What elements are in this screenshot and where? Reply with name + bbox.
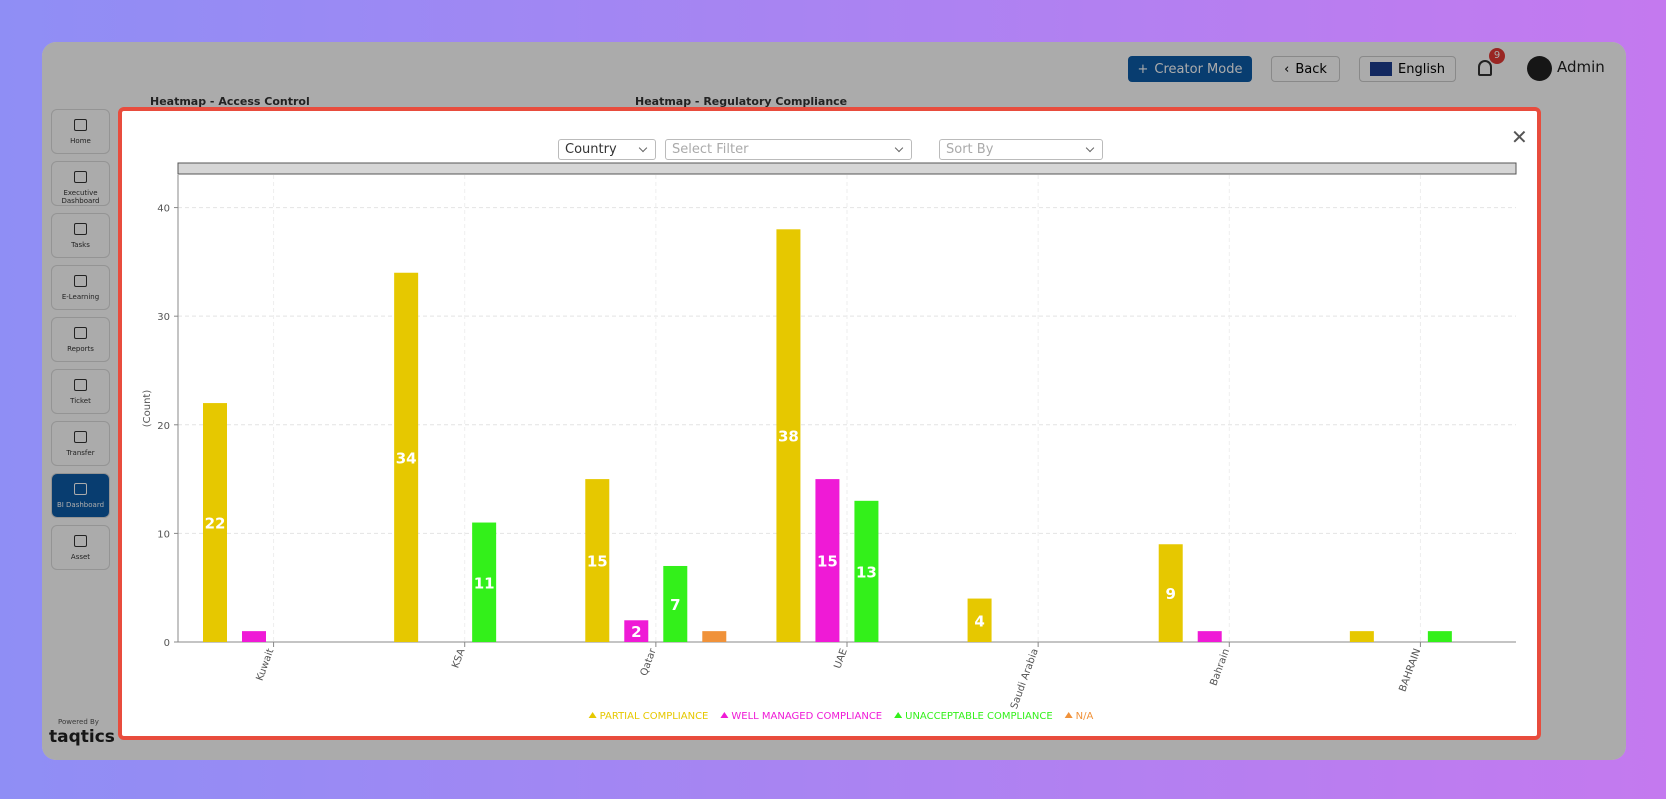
data-label: 11 [474,574,495,592]
data-label: 13 [856,563,877,581]
icon [74,431,87,443]
icon [74,223,87,235]
sidebar-label: Transfer [66,449,95,457]
y-tick-label: 20 [157,421,170,432]
sidebar-item[interactable]: Tasks [51,213,110,258]
powered-by: Powered By [58,718,99,726]
y-tick-label: 0 [164,638,170,649]
y-tick-label: 40 [157,204,170,215]
data-label: 22 [205,515,226,533]
sidebar-item[interactable]: Asset [51,525,110,570]
button-label: Creator Mode [1154,61,1243,77]
bar [472,522,497,642]
flag-icon [1370,62,1393,76]
bell-icon[interactable] [1478,60,1492,76]
data-label: 7 [670,596,680,614]
sidebar-label: BI Dashboard [56,501,105,509]
bar [1427,631,1452,642]
sidebar-item[interactable]: BI Dashboard [51,473,110,518]
bar [854,500,879,642]
legend-marker [720,712,729,718]
bar [702,631,727,642]
data-label: 15 [587,553,608,571]
dropdown[interactable]: Select Filter [665,139,912,160]
bar [585,479,610,642]
bar [624,620,649,642]
icon [74,327,87,339]
button-label: Back [1295,61,1327,77]
data-label: 9 [1165,585,1175,603]
icon [74,275,87,287]
sidebar-label: Home [70,137,91,145]
bar [242,631,266,642]
dropdown[interactable]: Sort By [939,139,1103,160]
sidebar-item[interactable]: E-Learning [51,265,110,310]
sidebar-label: Asset [70,553,91,561]
y-axis-label: (Count) [142,390,153,428]
data-label: 2 [631,623,641,641]
data-label: 38 [778,428,799,446]
y-tick-label: 10 [157,529,170,540]
icon [74,483,87,495]
sidebar-label: Executive Dashboard [61,189,100,205]
sidebar-item[interactable]: Reports [51,317,110,362]
sidebar-label: Reports [67,345,94,353]
bar [967,598,992,642]
x-tick-label: UAE [832,647,849,670]
sidebar-item[interactable]: Home [51,109,110,154]
icon [74,379,87,391]
notification-badge: 9 [1489,48,1505,64]
legend: PARTIAL COMPLIANCE WELL MANAGED COMPLIANC… [588,711,1094,722]
language-label: English [1398,61,1445,77]
avatar[interactable] [1527,56,1552,81]
bar [1197,631,1222,642]
bar [815,479,840,642]
x-tick-label: KSA [450,647,467,670]
icon [74,535,87,547]
x-tick-label: BAHRAIN [1398,647,1424,693]
creator-mode-button[interactable]: + Creator Mode [1128,56,1252,82]
close-button[interactable]: ✕ [1511,125,1528,149]
legend-label: WELL MANAGED COMPLIANCE [731,711,882,722]
bar [776,229,801,643]
x-tick-label: Saudi Arabia [1009,647,1041,710]
legend-marker [588,712,597,718]
sidebar-label: Ticket [70,397,91,405]
x-tick-label: Bahrain [1209,647,1233,687]
data-label: 15 [817,553,838,571]
x-tick-label: Kuwait [255,647,277,682]
bar [1158,544,1183,642]
sidebar-item[interactable]: Executive Dashboard [51,161,110,206]
back-button[interactable]: ‹ Back [1271,56,1340,82]
panel-title: Heatmap - Access Control [150,95,310,108]
legend-label: N/A [1076,711,1094,722]
bar [1349,631,1374,642]
dropdown[interactable]: Country [558,139,656,160]
bar [663,565,688,642]
panel-title: Heatmap - Regulatory Compliance [635,95,848,108]
legend-label: UNACCEPTABLE COMPLIANCE [905,711,1053,722]
brand: taqtics [49,727,115,747]
icon [74,119,87,131]
data-label: 4 [974,612,984,630]
legend-marker [1064,712,1073,718]
user-name[interactable]: Admin [1557,58,1605,76]
sidebar-item[interactable]: Transfer [51,421,110,466]
legend-marker [894,712,903,718]
icon [74,171,87,183]
sidebar-label: Tasks [71,241,90,249]
data-label: 34 [396,449,417,467]
bar [394,272,419,642]
zoom-slider[interactable] [177,162,1517,175]
y-tick-label: 30 [157,312,170,323]
x-tick-label: Qatar [639,646,659,677]
sidebar-item[interactable]: Ticket [51,369,110,414]
language-select[interactable]: English [1359,56,1456,82]
legend-label: PARTIAL COMPLIANCE [600,711,709,722]
sidebar-label: E-Learning [61,293,100,301]
bar [203,403,227,642]
